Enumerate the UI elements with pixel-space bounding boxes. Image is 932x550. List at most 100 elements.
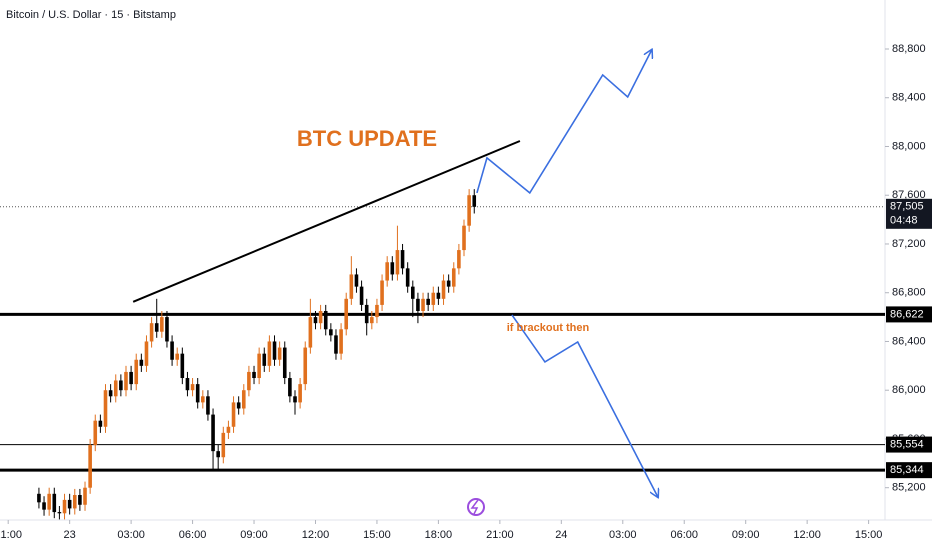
candle-body (359, 286, 364, 305)
level-price-label: 86,622 (890, 308, 924, 320)
last-price-label: 87,505 (890, 201, 924, 213)
x-tick-label: 21:00 (0, 529, 22, 541)
candle-body (236, 402, 241, 409)
y-tick-label: 86,800 (892, 287, 926, 299)
candle-body (282, 347, 287, 379)
y-tick-label: 87,200 (892, 238, 926, 250)
candle-body (231, 402, 236, 427)
candle-body (323, 311, 328, 330)
candle-body (308, 317, 313, 348)
candle-body (62, 499, 67, 514)
y-tick-label: 87,600 (892, 189, 926, 201)
candle-body (354, 274, 359, 287)
level-price-label: 85,344 (890, 464, 924, 476)
x-tick-label: 18:00 (425, 529, 453, 541)
candle-body (119, 380, 123, 391)
chart-title: Bitcoin / U.S. Dollar · 15 · Bitstamp (6, 9, 176, 21)
candle-body (113, 380, 118, 397)
logo-bolt (470, 499, 479, 515)
last-price-box (886, 198, 932, 229)
candle-body (211, 414, 215, 452)
candle-body (216, 451, 220, 458)
candle-body (252, 371, 256, 379)
candle-body (72, 495, 77, 509)
x-tick-label: 03:00 (117, 529, 145, 541)
candle-body (441, 280, 446, 299)
level-price-box (886, 436, 932, 453)
candle-body (405, 268, 410, 287)
logo-ring (467, 498, 485, 516)
x-tick-label: 06:00 (670, 529, 698, 541)
y-tick-label: 85,200 (892, 482, 926, 494)
candle-body (313, 317, 318, 324)
candle-body (334, 335, 338, 354)
countdown-label: 04:48 (890, 215, 918, 227)
x-tick-label: 06:00 (179, 529, 207, 541)
candle-body (154, 323, 159, 332)
level-price-label: 85,554 (890, 438, 924, 450)
candle-body (124, 371, 128, 391)
candle-body (103, 390, 108, 427)
x-tick-label: 12:00 (793, 529, 821, 541)
candle-body (344, 298, 349, 330)
candle-body (190, 384, 195, 391)
candle-body (451, 268, 456, 287)
candle-body (93, 420, 98, 446)
candle-body (349, 274, 354, 299)
candle-body (410, 286, 415, 299)
candle-body (457, 250, 461, 269)
candle-body (364, 304, 369, 324)
y-tick-label: 88,400 (892, 92, 926, 104)
candle-body (390, 262, 395, 275)
candle-body (247, 371, 251, 391)
y-tick-label: 88,000 (892, 140, 926, 152)
candle-body (78, 495, 82, 505)
candle-body (318, 311, 323, 324)
candle-body (129, 371, 133, 385)
annotation: BTC UPDATE (297, 126, 437, 151)
candle-body (139, 359, 144, 366)
x-tick-label: 21:00 (486, 529, 514, 541)
x-tick-label: 12:00 (302, 529, 330, 541)
candle-body (221, 432, 226, 458)
candle-body (277, 347, 282, 360)
candle-body (375, 304, 379, 318)
candle-body (288, 378, 292, 397)
candle-body (462, 225, 466, 251)
candle-body (436, 292, 441, 299)
candle-body (303, 347, 308, 385)
candle-body (446, 280, 451, 287)
candle-body (262, 353, 267, 366)
candle-body (47, 493, 51, 510)
candle-body (298, 384, 302, 403)
candle-body (42, 502, 46, 510)
candle-body (416, 298, 420, 312)
candle-body (329, 329, 333, 336)
candle-body (370, 317, 374, 324)
x-tick-label: 15:00 (363, 529, 391, 541)
candle-body (380, 280, 384, 305)
x-tick-label: 24 (555, 529, 567, 541)
candle-body (293, 396, 297, 403)
candle-body (88, 445, 92, 488)
candle-body (201, 396, 205, 403)
level-price-box (886, 306, 932, 323)
candle-body (83, 487, 87, 505)
candle-body (134, 359, 139, 385)
candle-body (37, 493, 41, 503)
trendline (132, 140, 521, 303)
y-tick-label: 86,400 (892, 335, 926, 347)
candle-body (149, 323, 154, 342)
candle-body (257, 353, 261, 379)
candle-body (241, 390, 246, 409)
candle-body (467, 195, 471, 226)
candle-body (426, 298, 430, 305)
candle-body (206, 396, 210, 415)
plot-area: 85,20085,60086,00086,40086,80087,20087,6… (0, 43, 926, 541)
x-tick-label: 23 (64, 529, 76, 541)
candle-body (180, 353, 185, 379)
candle-body (57, 512, 62, 514)
candle-body (421, 298, 425, 312)
x-tick-label: 03:00 (609, 529, 637, 541)
